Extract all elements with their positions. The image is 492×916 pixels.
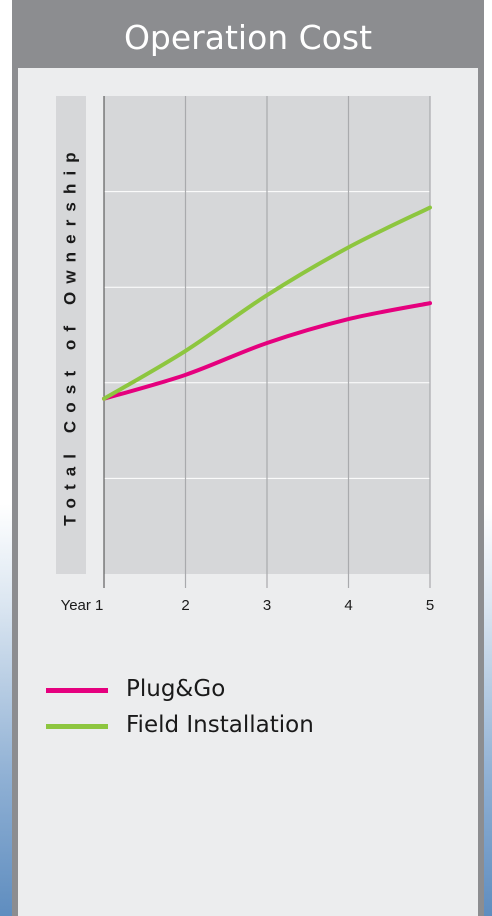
chart-title: Operation Cost — [18, 0, 478, 68]
chart-canvas: Total Cost of Ownership Year 1 2 3 4 5 — [56, 96, 435, 614]
x-tick-label: 4 — [344, 597, 352, 614]
legend-swatch-field-installation — [46, 724, 108, 729]
chart-panel: Operation Cost Total Cost of Ownership Y… — [12, 0, 484, 916]
y-axis-label: Total Cost of Ownership — [60, 144, 79, 525]
series-lines — [102, 205, 432, 401]
vertical-gridlines — [103, 96, 431, 588]
x-tick-label: 2 — [181, 597, 189, 614]
legend-label-field-installation: Field Installation — [126, 712, 314, 738]
series-line-field-installation — [102, 205, 432, 401]
legend-swatch-plug-and-go — [46, 688, 108, 693]
x-tick-labels: Year 1 2 3 4 5 — [61, 597, 435, 614]
x-tick-label: 5 — [426, 597, 434, 614]
x-tick-label: 3 — [263, 597, 271, 614]
legend-label-plug-and-go: Plug&Go — [126, 676, 226, 702]
series-line-plug-and-go — [102, 301, 432, 401]
y-axis-label-background — [56, 96, 86, 574]
x-tick-label: Year 1 — [61, 597, 104, 614]
